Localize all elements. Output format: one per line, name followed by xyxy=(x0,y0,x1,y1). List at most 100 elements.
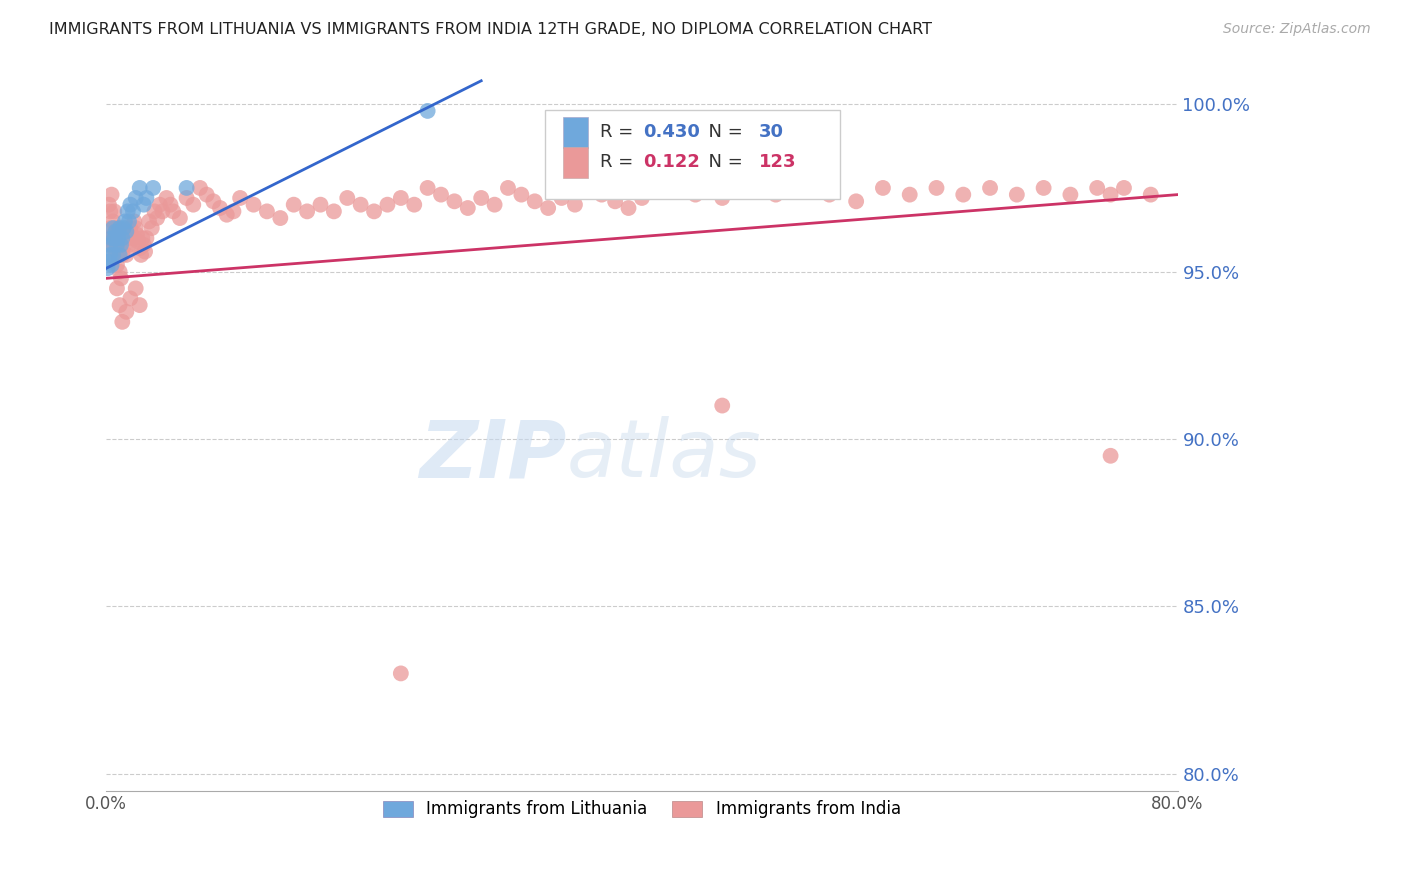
Point xyxy=(105,258,128,272)
Point xyxy=(111,231,134,245)
Text: 0.430: 0.430 xyxy=(643,123,700,141)
Point xyxy=(111,248,134,262)
Point xyxy=(103,231,125,245)
Text: 123: 123 xyxy=(759,153,796,171)
Point xyxy=(117,204,139,219)
Point xyxy=(117,231,139,245)
Point xyxy=(1099,449,1122,463)
Point xyxy=(108,265,131,279)
Point xyxy=(131,231,153,245)
Point xyxy=(115,224,138,238)
Point xyxy=(98,237,121,252)
Legend: Immigrants from Lithuania, Immigrants from India: Immigrants from Lithuania, Immigrants fr… xyxy=(377,794,908,825)
Point xyxy=(209,201,232,215)
Point xyxy=(765,187,787,202)
Point xyxy=(658,181,681,195)
Point xyxy=(103,231,125,245)
Point xyxy=(115,221,138,235)
Point xyxy=(269,211,291,225)
Point xyxy=(104,224,127,238)
Point xyxy=(104,248,127,262)
Point xyxy=(898,187,921,202)
Point xyxy=(1005,187,1028,202)
Point xyxy=(336,191,359,205)
Point xyxy=(215,208,238,222)
Point xyxy=(222,204,245,219)
Point xyxy=(416,181,439,195)
Point xyxy=(108,237,131,252)
Point xyxy=(121,227,143,242)
Point xyxy=(104,221,127,235)
Point xyxy=(122,204,145,219)
Point xyxy=(97,231,120,245)
Point xyxy=(132,237,155,252)
Point xyxy=(100,231,122,245)
Point xyxy=(711,399,734,413)
Point xyxy=(112,231,135,245)
Point xyxy=(110,271,132,285)
Point xyxy=(576,181,599,195)
Point xyxy=(97,261,120,276)
Point xyxy=(146,211,169,225)
Point xyxy=(1099,187,1122,202)
Point xyxy=(295,204,318,219)
Point xyxy=(108,248,131,262)
Point xyxy=(685,187,707,202)
Point xyxy=(283,197,305,211)
Point xyxy=(108,298,131,312)
Point xyxy=(103,204,125,219)
Point xyxy=(484,197,506,211)
Point xyxy=(105,231,128,245)
Text: Source: ZipAtlas.com: Source: ZipAtlas.com xyxy=(1223,22,1371,37)
Point xyxy=(128,181,150,195)
Point xyxy=(114,214,136,228)
Point xyxy=(149,197,172,211)
Point xyxy=(118,214,141,228)
Point xyxy=(363,204,385,219)
Point xyxy=(537,201,560,215)
Point xyxy=(110,237,132,252)
Text: ZIP: ZIP xyxy=(419,417,567,494)
Text: IMMIGRANTS FROM LITHUANIA VS IMMIGRANTS FROM INDIA 12TH GRADE, NO DIPLOMA CORREL: IMMIGRANTS FROM LITHUANIA VS IMMIGRANTS … xyxy=(49,22,932,37)
Point xyxy=(792,181,814,195)
Point xyxy=(105,281,128,295)
Point xyxy=(176,181,198,195)
Point xyxy=(135,191,157,205)
Point xyxy=(125,281,148,295)
Text: 0.122: 0.122 xyxy=(643,153,700,171)
Point xyxy=(98,248,121,262)
Point xyxy=(155,191,177,205)
Point xyxy=(188,181,211,195)
Point xyxy=(100,231,122,245)
Point xyxy=(101,214,124,228)
FancyBboxPatch shape xyxy=(546,110,839,199)
Point xyxy=(120,221,142,235)
Point xyxy=(108,221,131,235)
Point xyxy=(1032,181,1054,195)
Point xyxy=(181,197,204,211)
Point xyxy=(107,231,129,245)
Point xyxy=(350,197,373,211)
Point xyxy=(128,241,150,255)
Point xyxy=(738,181,761,195)
FancyBboxPatch shape xyxy=(562,117,588,148)
Point xyxy=(118,237,141,252)
Point xyxy=(322,204,344,219)
Text: R =: R = xyxy=(600,123,640,141)
Point xyxy=(125,227,148,242)
Text: N =: N = xyxy=(696,123,748,141)
Point xyxy=(818,187,841,202)
Point xyxy=(125,191,148,205)
Point xyxy=(128,298,150,312)
Point xyxy=(112,221,135,235)
Point xyxy=(115,248,138,262)
FancyBboxPatch shape xyxy=(562,146,588,178)
Point xyxy=(114,237,136,252)
Point xyxy=(122,231,145,245)
Point xyxy=(176,191,198,205)
Point xyxy=(242,197,264,211)
Text: 30: 30 xyxy=(759,123,783,141)
Point xyxy=(470,191,492,205)
Point xyxy=(925,181,948,195)
Text: R =: R = xyxy=(600,153,645,171)
